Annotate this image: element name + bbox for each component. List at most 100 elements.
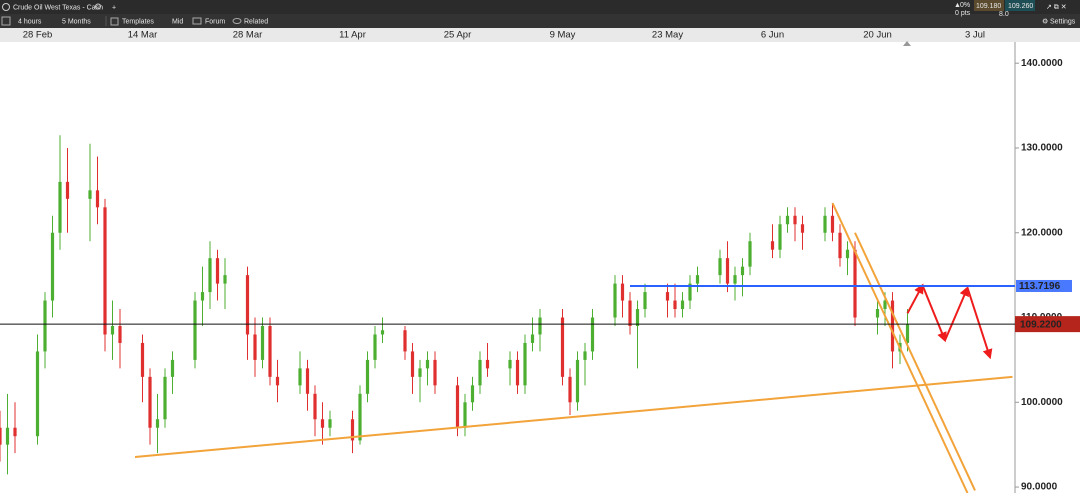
candle-body <box>590 317 595 352</box>
candle-body <box>305 368 310 394</box>
candle-body <box>320 419 325 428</box>
candle-body <box>140 342 145 377</box>
candle-body <box>5 427 10 445</box>
related-button[interactable]: Related <box>244 18 268 25</box>
candle-body <box>418 368 422 377</box>
last-price-bg <box>1015 316 1080 333</box>
candle-body <box>433 359 437 386</box>
price-type[interactable]: Mid <box>172 18 183 25</box>
trendline <box>831 202 969 493</box>
x-tick-label: 28 Mar <box>233 30 263 41</box>
candle-body <box>800 224 805 233</box>
candle-body <box>823 215 827 233</box>
candle-body <box>583 351 587 360</box>
toolbar-row <box>0 14 1080 28</box>
plot-bg <box>0 42 1080 493</box>
candle-body <box>358 393 362 441</box>
candle-body <box>245 275 250 335</box>
candle-body <box>373 334 377 360</box>
candle-body <box>628 300 632 326</box>
x-tick-label: 23 May <box>652 30 683 41</box>
candle-body <box>275 376 280 386</box>
add-tab[interactable]: + <box>112 4 116 11</box>
candle-body <box>485 359 490 369</box>
candle-body <box>748 241 752 267</box>
candle-body <box>260 325 265 360</box>
candle-body <box>163 376 167 420</box>
instrument-tab[interactable]: Crude Oil West Texas - Cash <box>13 4 103 11</box>
last-price-label: 109.2200 <box>1020 319 1062 330</box>
candle-body <box>223 275 227 284</box>
candle-body <box>673 300 677 310</box>
x-tick-label: 9 May <box>550 30 576 41</box>
candle-body <box>853 249 857 318</box>
candle-body <box>508 359 512 369</box>
candle-body <box>875 309 880 318</box>
buy-box[interactable] <box>1005 0 1035 11</box>
candle-body <box>830 215 835 233</box>
settings-button[interactable]: Settings <box>1050 18 1076 25</box>
x-tick-label: 6 Jun <box>761 30 784 41</box>
candle-body <box>695 275 700 284</box>
candle-body <box>0 427 2 445</box>
x-tick-label: 28 Feb <box>23 30 53 41</box>
candle-body <box>643 292 647 310</box>
forum-icon[interactable] <box>192 17 202 25</box>
instrument-icon[interactable] <box>2 3 10 11</box>
scroll-marker[interactable] <box>903 41 911 46</box>
candle-body <box>118 325 122 343</box>
candle-body <box>838 232 842 259</box>
candle-body <box>43 300 47 352</box>
sell-box[interactable] <box>974 0 1004 11</box>
candle-body <box>905 324 910 343</box>
y-tick-label: 90.0000 <box>1021 482 1058 493</box>
candle-body <box>410 351 415 377</box>
y-tick-label: 100.0000 <box>1021 397 1063 408</box>
candle-body <box>733 275 737 284</box>
candle-body <box>268 325 272 377</box>
projection-arrow <box>944 286 969 341</box>
templates-button[interactable]: Templates <box>122 18 154 25</box>
trendline <box>134 375 1013 458</box>
candle-body <box>665 292 670 301</box>
candle-body <box>538 317 542 335</box>
templates-icon[interactable] <box>110 17 119 26</box>
candle-body <box>88 190 92 199</box>
candle-body <box>613 283 617 318</box>
candle-body <box>883 300 887 310</box>
candle-body <box>425 359 430 369</box>
range[interactable]: 5 Months <box>62 18 91 25</box>
candle-body <box>890 300 895 352</box>
candle-body <box>845 249 850 259</box>
buy-price[interactable]: 109.260 <box>1008 3 1033 10</box>
y-tick-label: 120.0000 <box>1021 227 1063 238</box>
change-arrow: ▲ <box>954 2 961 9</box>
sell-price[interactable]: 109.180 <box>976 3 1001 10</box>
candle-body <box>793 215 797 225</box>
candle-body <box>403 330 407 352</box>
candle-body <box>95 190 100 208</box>
related-icon[interactable] <box>232 18 242 24</box>
change-pct: 0% <box>960 2 970 9</box>
forum-button[interactable]: Forum <box>205 18 225 25</box>
candle-body <box>350 419 355 441</box>
candle-body <box>170 359 175 377</box>
candle-body <box>380 330 385 335</box>
candle-body <box>65 181 70 199</box>
x-tick-label: 14 Mar <box>128 30 158 41</box>
candle-body <box>680 300 685 310</box>
search-icon[interactable] <box>95 3 101 10</box>
level-label: 113.7196 <box>1019 281 1061 292</box>
candle-body <box>455 385 460 428</box>
candle-body <box>110 325 115 335</box>
window-icons[interactable]: ↗ ⧉ ✕ <box>1046 4 1067 11</box>
candle-body <box>560 317 565 377</box>
candle-body <box>688 283 692 301</box>
candle-body <box>740 266 745 276</box>
candle-body <box>103 207 107 335</box>
layout-icon[interactable] <box>1 16 11 26</box>
candle-body <box>58 181 62 233</box>
settings-icon[interactable]: ⚙ <box>1042 17 1048 25</box>
interval[interactable]: 4 hours <box>18 18 42 25</box>
